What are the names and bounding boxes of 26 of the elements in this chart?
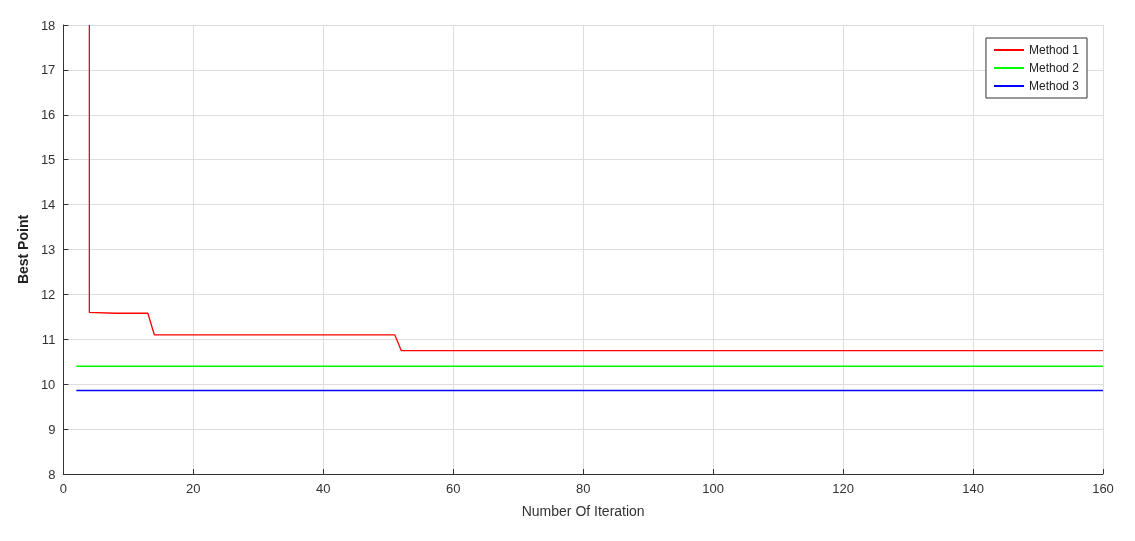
- y-tick-label: 18: [40, 17, 56, 33]
- y-tick-label: 11: [41, 331, 56, 347]
- legend-label: Method 2: [1028, 61, 1080, 75]
- line-series: [88, 24, 1104, 352]
- x-axis-title: Number Of Iteration: [521, 503, 645, 519]
- y-tick-label: 17: [40, 62, 56, 78]
- y-tick-label: 15: [40, 152, 56, 168]
- y-tick-label: 10: [40, 376, 56, 392]
- y-tick-label: 8: [48, 466, 56, 482]
- y-tick-label: 12: [40, 286, 56, 302]
- y-axis-title: Best Point: [15, 214, 31, 285]
- x-tick-label: 20: [186, 481, 201, 496]
- x-tick-label: 100: [702, 481, 724, 496]
- x-tick-label: 60: [445, 481, 461, 496]
- y-tick-label: 16: [40, 107, 56, 123]
- x-tick-label: 0: [59, 481, 67, 496]
- x-tick-label: 120: [832, 481, 854, 496]
- x-tick-label: 80: [575, 481, 591, 496]
- x-tick-label: 140: [962, 481, 984, 496]
- x-tick-label: 40: [316, 481, 331, 496]
- legend-label: Method 3: [1028, 79, 1080, 93]
- y-tick-label: 9: [48, 421, 56, 437]
- legend-label: Method 1: [1028, 43, 1080, 57]
- y-tick-label: 14: [40, 197, 56, 213]
- y-tick-label: 13: [40, 242, 56, 257]
- x-tick-label: 160: [1092, 481, 1114, 496]
